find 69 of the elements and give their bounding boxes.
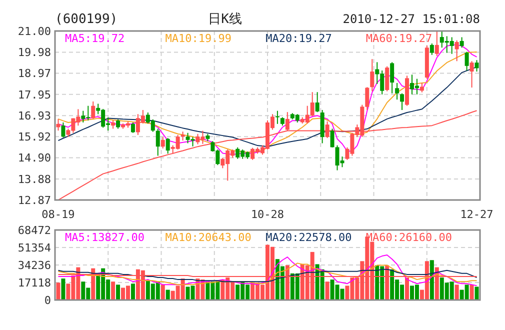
y-tick-label: 21.00 xyxy=(18,24,51,38)
candlestick xyxy=(325,120,330,139)
bar xyxy=(474,286,479,300)
bar xyxy=(111,282,116,300)
candlestick xyxy=(395,82,400,100)
x-tick-label: 10-28 xyxy=(250,208,284,221)
chart-subtitle: 日K线 xyxy=(208,12,242,27)
candlestick xyxy=(385,66,390,92)
y-tick-label: 15.92 xyxy=(18,130,51,144)
text: 2010-12-27 15:01:08 xyxy=(342,12,480,26)
bar xyxy=(325,282,330,300)
candlestick xyxy=(430,42,434,56)
candlestick xyxy=(464,51,469,71)
text: MA5:19.72 xyxy=(65,32,125,45)
candlestick xyxy=(275,110,280,124)
y-tick-label: 12.87 xyxy=(18,194,51,207)
candlestick xyxy=(166,138,170,154)
candlestick xyxy=(454,40,459,62)
candlestick xyxy=(160,136,165,149)
candlestick xyxy=(460,36,464,48)
x-tick-label: 12-27 xyxy=(460,208,494,221)
candlestick xyxy=(434,30,439,56)
line-series xyxy=(58,262,478,286)
y-tick-label: 0 xyxy=(44,294,51,307)
candlestick xyxy=(420,82,424,93)
candlestick xyxy=(56,118,60,132)
candlestick xyxy=(330,128,334,148)
bar xyxy=(454,284,459,300)
candlestick xyxy=(61,122,66,138)
bar xyxy=(61,278,66,300)
y-tick-label: 19.98 xyxy=(18,46,51,60)
y-tick-label: 13.88 xyxy=(18,172,51,186)
y-tick-label: 17.95 xyxy=(18,88,51,102)
text: MA10:20643.00 xyxy=(165,231,252,244)
x-tick-label: 08-19 xyxy=(42,208,75,221)
candlestick xyxy=(400,92,404,110)
candlestick xyxy=(474,60,479,72)
y-tick-label: 16.93 xyxy=(18,109,51,122)
candlestick xyxy=(470,60,474,88)
chart-title: (600199) xyxy=(55,12,118,27)
bar xyxy=(116,284,120,300)
text: MA20:22578.00 xyxy=(266,231,352,244)
y-tick-label: 18.97 xyxy=(18,67,51,80)
text: MA20:19.27 xyxy=(266,32,332,45)
text: MA5:13827.00 xyxy=(65,231,144,244)
line-series xyxy=(58,268,478,282)
candlestick xyxy=(130,122,135,134)
y-tick-label: 34236 xyxy=(18,258,51,272)
y-tick-label: 14.90 xyxy=(18,152,51,165)
bar xyxy=(130,284,135,300)
bar xyxy=(56,282,60,300)
candlestick xyxy=(116,118,120,130)
candlestick xyxy=(315,92,320,113)
candlestick xyxy=(91,100,96,120)
text: MA60:26160.00 xyxy=(366,231,452,244)
bar xyxy=(430,260,434,300)
bar xyxy=(166,290,170,300)
y-tick-label: 17118 xyxy=(18,276,51,290)
bar xyxy=(160,284,165,300)
y-tick-label: 68472 xyxy=(18,224,51,237)
text: MA10:19.99 xyxy=(165,32,232,45)
line-series xyxy=(58,110,478,200)
line-series xyxy=(58,254,478,286)
y-tick-label: 51354 xyxy=(18,241,52,254)
text: MA60:19.27 xyxy=(366,32,432,45)
candlestick xyxy=(390,62,394,94)
candlestick xyxy=(370,58,374,92)
candlestick xyxy=(156,128,160,156)
bar xyxy=(470,284,474,300)
